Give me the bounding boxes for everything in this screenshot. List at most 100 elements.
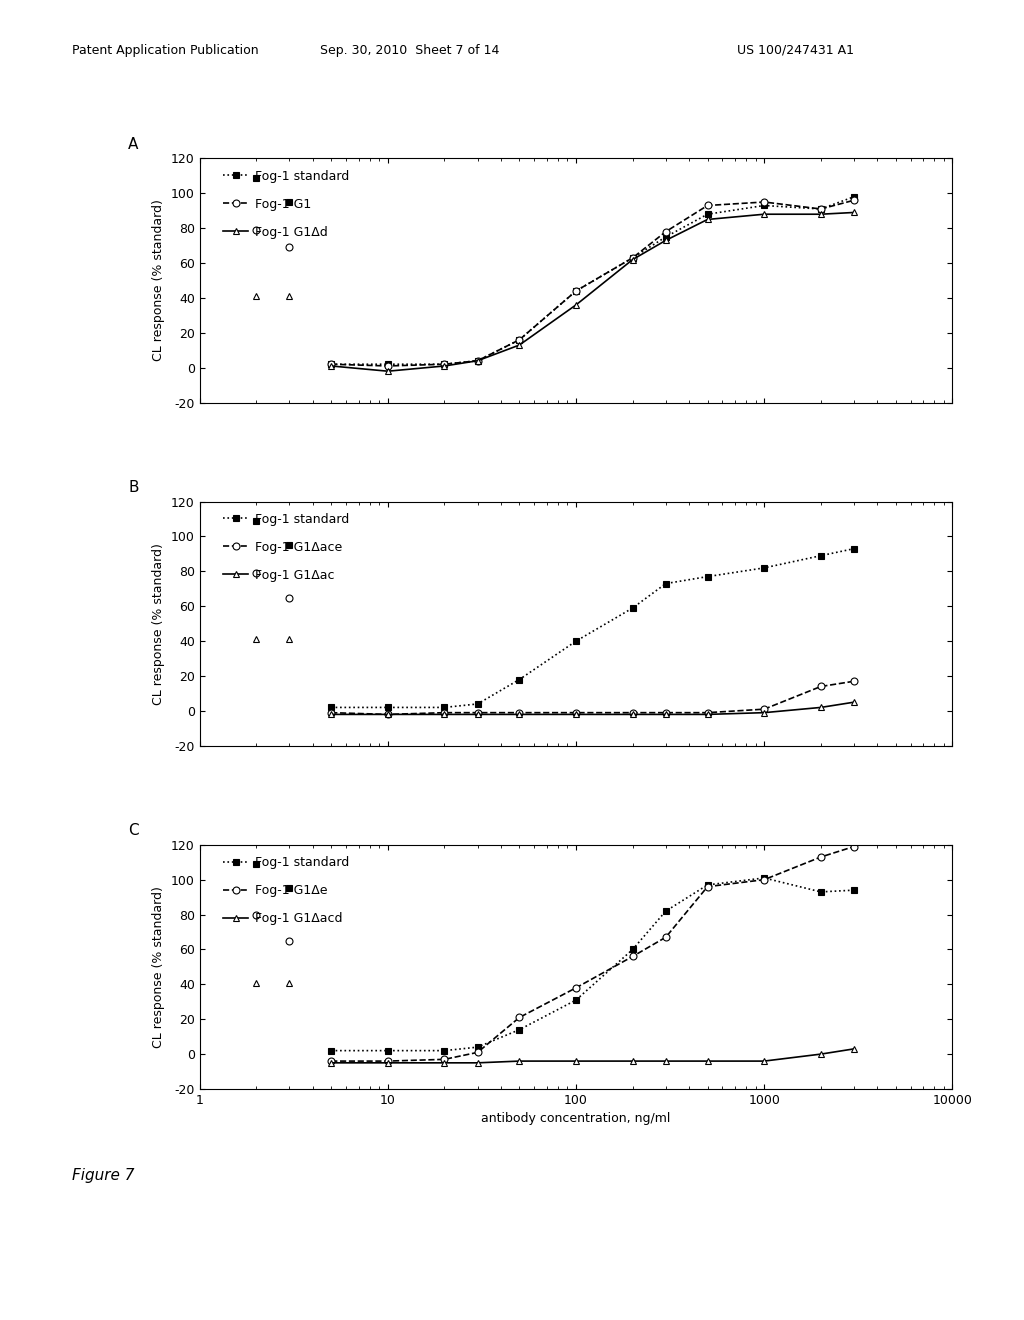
Fog-1 standard [627,249,639,265]
Fog-1 standard [848,189,860,205]
Fog-1 G1Δe [758,871,770,887]
Fog-1 standard [659,228,672,244]
Fog-1 G1Δace [627,705,639,721]
Fog-1 G1Δac [701,706,714,722]
Y-axis label: CL response (% standard): CL response (% standard) [153,199,166,362]
Fog-1 G1Δd [659,232,672,248]
Legend: Fog-1 standard, Fog-1 G1Δace, Fog-1 G1Δac: Fog-1 standard, Fog-1 G1Δace, Fog-1 G1Δa… [221,511,351,585]
Fog-1 standard [382,356,394,372]
Fog-1 G1Δac [815,700,827,715]
Fog-1 G1Δacd [569,1053,582,1069]
Fog-1 standard [382,1043,394,1059]
Fog-1 standard [569,993,582,1008]
Fog-1 G1Δe [627,949,639,965]
Fog-1 G1 [382,358,394,374]
Fog-1 G1Δac [848,694,860,710]
Fog-1 standard [325,356,337,372]
Fog-1 G1Δd [513,337,525,352]
Fog-1 G1 [659,224,672,240]
Fog-1 G1Δac [569,706,582,722]
Fog-1 standard [438,356,451,372]
Line: Fog-1 G1Δac: Fog-1 G1Δac [328,698,857,718]
Fog-1 G1Δe [569,979,582,995]
Fog-1 G1Δace [471,705,483,721]
Text: Patent Application Publication: Patent Application Publication [72,44,258,57]
Fog-1 G1Δacd [848,1041,860,1057]
Fog-1 G1Δacd [325,1055,337,1071]
Fog-1 G1Δd [438,358,451,374]
Fog-1 G1Δd [848,205,860,220]
Text: Figure 7: Figure 7 [72,1168,134,1183]
Fog-1 G1Δd [758,206,770,222]
Fog-1 standard [701,206,714,222]
Fog-1 G1Δace [815,678,827,694]
Fog-1 G1Δacd [471,1055,483,1071]
Fog-1 G1Δacd [701,1053,714,1069]
Line: Fog-1 standard: Fog-1 standard [328,193,857,368]
Fog-1 G1Δd [627,252,639,268]
Fog-1 G1 [815,201,827,216]
Fog-1 standard [815,201,827,216]
Fog-1 G1Δd [701,211,714,227]
Fog-1 G1 [325,356,337,372]
Fog-1 standard [627,601,639,616]
Fog-1 standard [701,876,714,892]
Fog-1 standard [325,1043,337,1059]
Fog-1 standard [325,700,337,715]
Fog-1 G1Δacd [815,1047,827,1063]
Fog-1 G1Δacd [659,1053,672,1069]
Text: C: C [128,824,138,838]
Fog-1 G1Δace [848,673,860,689]
X-axis label: antibody concentration, ng/ml: antibody concentration, ng/ml [481,1113,671,1126]
Y-axis label: CL response (% standard): CL response (% standard) [153,886,166,1048]
Fog-1 G1Δacd [758,1053,770,1069]
Fog-1 G1Δac [325,706,337,722]
Line: Fog-1 G1: Fog-1 G1 [328,197,857,370]
Fog-1 G1 [701,198,714,214]
Fog-1 G1Δe [815,849,827,865]
Fog-1 standard [659,903,672,919]
Fog-1 G1Δe [659,929,672,945]
Fog-1 G1 [758,194,770,210]
Fog-1 standard [438,1043,451,1059]
Fog-1 G1 [848,193,860,209]
Fog-1 standard [701,569,714,585]
Text: B: B [128,480,138,495]
Fog-1 G1Δd [382,363,394,379]
Y-axis label: CL response (% standard): CL response (% standard) [153,543,166,705]
Fog-1 G1 [513,331,525,347]
Fog-1 standard [382,700,394,715]
Fog-1 G1Δe [382,1053,394,1069]
Fog-1 G1Δd [471,352,483,368]
Line: Fog-1 G1Δe: Fog-1 G1Δe [328,843,857,1064]
Fog-1 G1Δac [758,705,770,721]
Line: Fog-1 G1Δd: Fog-1 G1Δd [328,209,857,375]
Fog-1 G1Δac [382,706,394,722]
Text: Sep. 30, 2010  Sheet 7 of 14: Sep. 30, 2010 Sheet 7 of 14 [319,44,500,57]
Fog-1 G1Δace [438,705,451,721]
Fog-1 G1Δace [758,701,770,717]
Fog-1 G1Δace [569,705,582,721]
Fog-1 G1Δace [325,705,337,721]
Fog-1 G1Δac [513,706,525,722]
Line: Fog-1 G1Δace: Fog-1 G1Δace [328,677,857,718]
Fog-1 G1Δace [701,705,714,721]
Fog-1 G1Δac [438,706,451,722]
Fog-1 standard [815,884,827,900]
Fog-1 standard [513,331,525,347]
Fog-1 G1Δd [815,206,827,222]
Fog-1 standard [471,1039,483,1055]
Fog-1 G1Δd [569,297,582,313]
Fog-1 G1Δacd [438,1055,451,1071]
Fog-1 G1 [438,356,451,372]
Line: Fog-1 standard: Fog-1 standard [328,545,857,711]
Fog-1 G1 [471,352,483,368]
Fog-1 standard [627,941,639,957]
Fog-1 standard [471,352,483,368]
Fog-1 G1Δace [659,705,672,721]
Legend: Fog-1 standard, Fog-1 G1Δe, Fog-1 G1Δacd: Fog-1 standard, Fog-1 G1Δe, Fog-1 G1Δacd [221,854,351,928]
Fog-1 G1Δd [325,358,337,374]
Fog-1 G1Δacd [627,1053,639,1069]
Fog-1 G1Δac [659,706,672,722]
Fog-1 G1Δe [848,838,860,854]
